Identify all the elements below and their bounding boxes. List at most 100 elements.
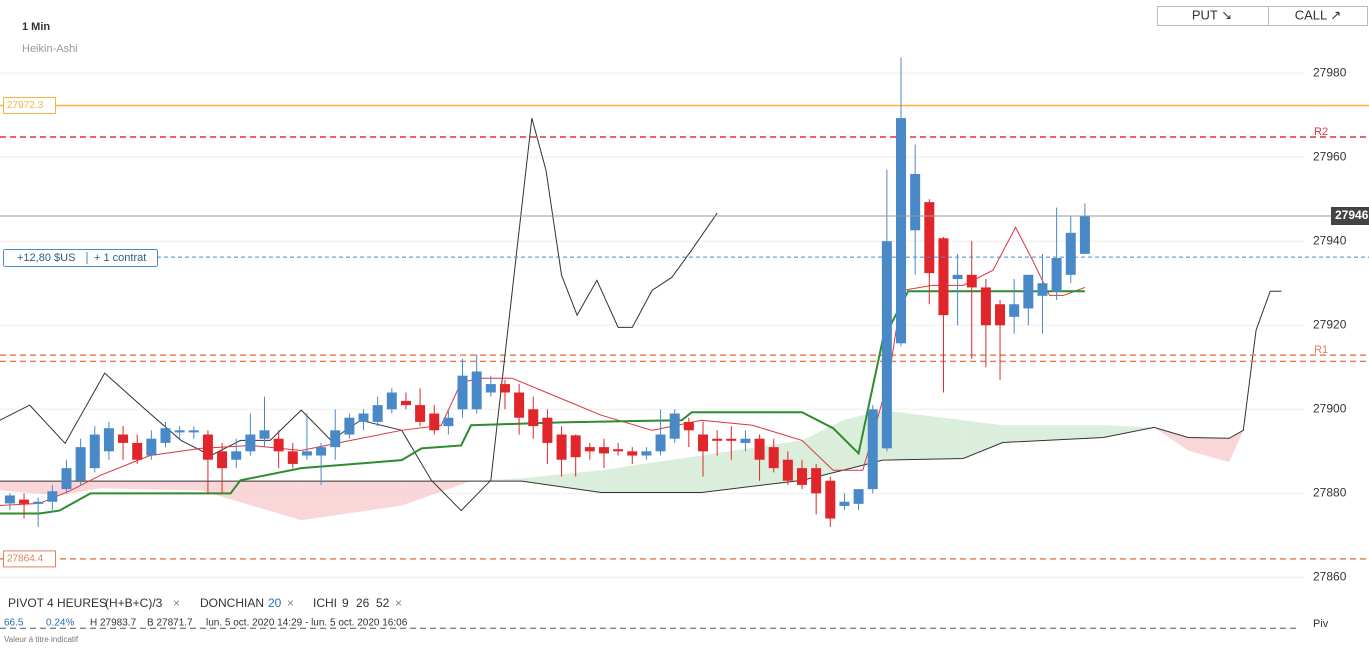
note: Valeur à titre indicatif bbox=[4, 635, 79, 644]
candle-body bbox=[514, 392, 525, 418]
candle-body bbox=[740, 438, 751, 443]
candle-body bbox=[499, 384, 510, 393]
cloud-fill bbox=[1229, 430, 1244, 463]
remove-indicator[interactable]: × bbox=[287, 596, 294, 610]
candle-body bbox=[768, 447, 779, 469]
candle-body bbox=[245, 434, 256, 452]
indicator-bar: PIVOT 4 HEURES (H+B+C)/3 × DONCHIAN 20 ×… bbox=[8, 596, 402, 610]
candle-body bbox=[782, 459, 793, 481]
candle-body bbox=[471, 371, 482, 410]
indicator-param: (H+B+C)/3 bbox=[105, 596, 163, 610]
candle-body bbox=[952, 274, 963, 280]
candle-body bbox=[980, 287, 991, 326]
price-tag-label: 27946 bbox=[1335, 208, 1369, 222]
indicator-param: 52 bbox=[376, 596, 390, 610]
candle-body bbox=[330, 430, 341, 448]
put-button[interactable]: PUT ↘ bbox=[1192, 7, 1232, 22]
candle-body bbox=[316, 447, 327, 456]
cloud-fill bbox=[1188, 437, 1230, 463]
level-tag-label: 27972.3 bbox=[7, 100, 44, 111]
y-tick-label: 27920 bbox=[1313, 317, 1347, 331]
footer: 66.5 0.24% H 27983.7 B 27871.7 lun. 5 oc… bbox=[4, 618, 408, 644]
indicator-line bbox=[0, 290, 1085, 515]
level-tag bbox=[3, 550, 56, 568]
candle-body bbox=[231, 451, 242, 460]
cloud-fill bbox=[802, 420, 844, 481]
candle-body bbox=[825, 480, 836, 519]
candle-body bbox=[386, 392, 397, 410]
trade-box bbox=[1157, 6, 1368, 26]
indicator-param: 20 bbox=[268, 596, 282, 610]
cloud-fill bbox=[1002, 425, 1104, 443]
candle-body bbox=[528, 409, 539, 427]
candle-body bbox=[853, 489, 864, 504]
indicator-param: 9 bbox=[342, 596, 349, 610]
candle-body bbox=[1009, 304, 1020, 317]
candle-body bbox=[811, 468, 822, 494]
indicator-param: 26 bbox=[356, 596, 370, 610]
position-tag[interactable] bbox=[3, 249, 158, 267]
candle-body bbox=[570, 435, 581, 458]
candle-body bbox=[797, 468, 808, 485]
candle-body bbox=[287, 451, 298, 464]
candle-body bbox=[712, 438, 723, 441]
candle-body bbox=[627, 451, 638, 456]
cloud-fill bbox=[1103, 425, 1155, 438]
range: lun. 5 oct. 2020 14:29 - lun. 5 oct. 202… bbox=[206, 618, 408, 629]
remove-indicator[interactable]: × bbox=[173, 596, 180, 610]
indicator-line bbox=[0, 117, 718, 512]
candle-body bbox=[4, 495, 15, 504]
candle-body bbox=[598, 447, 609, 454]
cloud-fill bbox=[601, 455, 702, 493]
candle-body bbox=[47, 491, 58, 502]
candle-body bbox=[1051, 258, 1062, 292]
cloud-fill bbox=[471, 478, 522, 482]
candle-body bbox=[697, 434, 708, 452]
cloud-edge bbox=[0, 290, 1282, 494]
candle-body bbox=[938, 238, 949, 316]
candle-body bbox=[132, 442, 143, 460]
cloud-fill bbox=[1154, 427, 1189, 451]
candle-body bbox=[89, 434, 100, 469]
cloud-fill bbox=[100, 481, 201, 491]
cloud-fill bbox=[401, 481, 472, 506]
candle-body bbox=[655, 434, 666, 452]
level-tag bbox=[3, 96, 56, 114]
candle-body bbox=[146, 438, 157, 456]
chart-style: Heikin-Ashi bbox=[22, 43, 78, 55]
pivot-name: Piv bbox=[1313, 618, 1329, 630]
y-tick-label: 27980 bbox=[1313, 65, 1347, 79]
candle-body bbox=[683, 421, 694, 431]
candle-body bbox=[174, 430, 185, 433]
candle-body bbox=[584, 447, 595, 452]
call-button[interactable]: CALL ↗ bbox=[1295, 7, 1342, 22]
candle-body bbox=[160, 428, 171, 443]
remove-indicator[interactable]: × bbox=[395, 596, 402, 610]
candle-body bbox=[33, 501, 44, 504]
candle-body bbox=[669, 413, 680, 439]
candle-body bbox=[103, 428, 114, 452]
candle-body bbox=[1065, 232, 1076, 275]
candle-body bbox=[1037, 283, 1048, 296]
indicator-name[interactable]: PIVOT bbox=[8, 596, 45, 610]
candle-body bbox=[457, 375, 468, 410]
cloud-fill bbox=[521, 470, 602, 493]
indicator-name[interactable]: DONCHIAN bbox=[200, 596, 264, 610]
candle-body bbox=[188, 430, 199, 433]
cloud-fill bbox=[200, 481, 302, 521]
candle-body bbox=[896, 118, 907, 344]
indicator-param: 4 HEURES bbox=[47, 596, 107, 610]
change-pct: 0.24% bbox=[46, 618, 74, 629]
candle-body bbox=[273, 438, 284, 452]
candle-body bbox=[613, 449, 624, 452]
position-pnl: +12,80 $US bbox=[17, 252, 75, 264]
candle-body bbox=[118, 434, 129, 443]
candle-body bbox=[867, 409, 878, 490]
indicator-name[interactable]: ICHI bbox=[313, 596, 337, 610]
candle-body bbox=[754, 438, 765, 460]
candle-body bbox=[429, 413, 440, 431]
candle-body bbox=[415, 405, 426, 422]
y-tick-label: 27900 bbox=[1313, 401, 1347, 415]
